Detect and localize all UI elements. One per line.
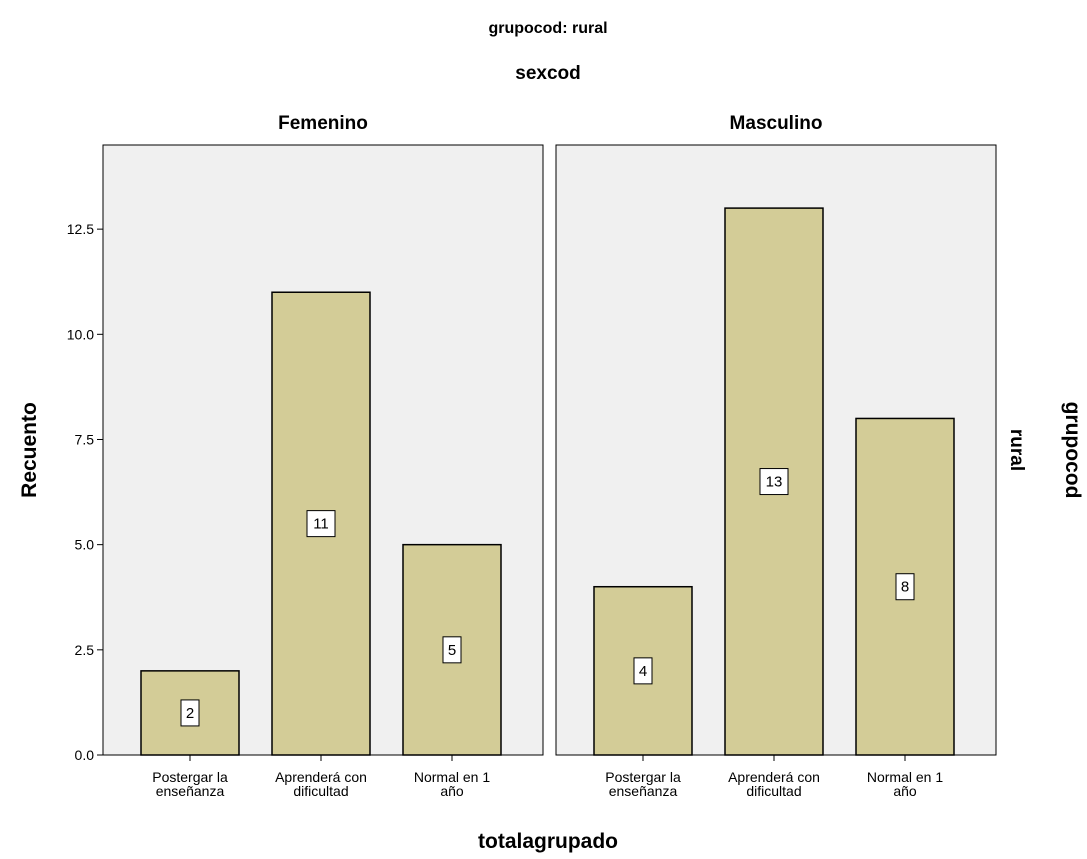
plot-area: Femenino 2 Postergar la enseñanza 11 Aprender… — [67, 113, 997, 799]
data-label: 8 — [901, 579, 909, 596]
data-label-box — [442, 636, 462, 664]
chart-title: grupocod: rural — [488, 20, 607, 37]
x-tick-label: Postergar la enseñanza — [605, 769, 681, 799]
x-tick-label: Aprenderá con dificultad — [275, 769, 367, 799]
y-tick-label: 10.0 — [67, 326, 94, 342]
data-label-box — [759, 468, 789, 496]
data-label: 13 — [766, 474, 783, 491]
data-label-box — [633, 657, 653, 685]
row-strip-title: grupocod — [1061, 402, 1084, 499]
y-axis-label: Recuento — [18, 402, 41, 498]
y-tick-label: 12.5 — [67, 221, 94, 237]
data-label: 2 — [186, 705, 194, 722]
x-axis-label: totalagrupado — [478, 830, 618, 853]
data-label: 4 — [639, 663, 647, 680]
row-strip-value: rural — [1006, 429, 1027, 471]
y-tick-label: 0.0 — [75, 747, 95, 763]
x-tick-label: Normal en 1 año — [867, 769, 943, 799]
data-label-box — [180, 699, 200, 727]
y-tick-label: 5.0 — [75, 537, 95, 553]
x-tick-label: Aprenderá con dificultad — [728, 769, 820, 799]
y-tick-label: 2.5 — [75, 642, 95, 658]
x-tick-label: Postergar la enseñanza — [152, 769, 228, 799]
panel-title: Masculino — [730, 113, 823, 134]
panel-title: Femenino — [278, 113, 368, 134]
data-label: 11 — [313, 516, 329, 533]
x-tick-label: Normal en 1 año — [414, 769, 490, 799]
data-label: 5 — [448, 642, 456, 659]
data-label-box — [895, 573, 915, 601]
data-label-box — [306, 510, 336, 538]
panel-header-title: sexcod — [515, 63, 580, 84]
y-tick-label: 7.5 — [75, 431, 95, 447]
